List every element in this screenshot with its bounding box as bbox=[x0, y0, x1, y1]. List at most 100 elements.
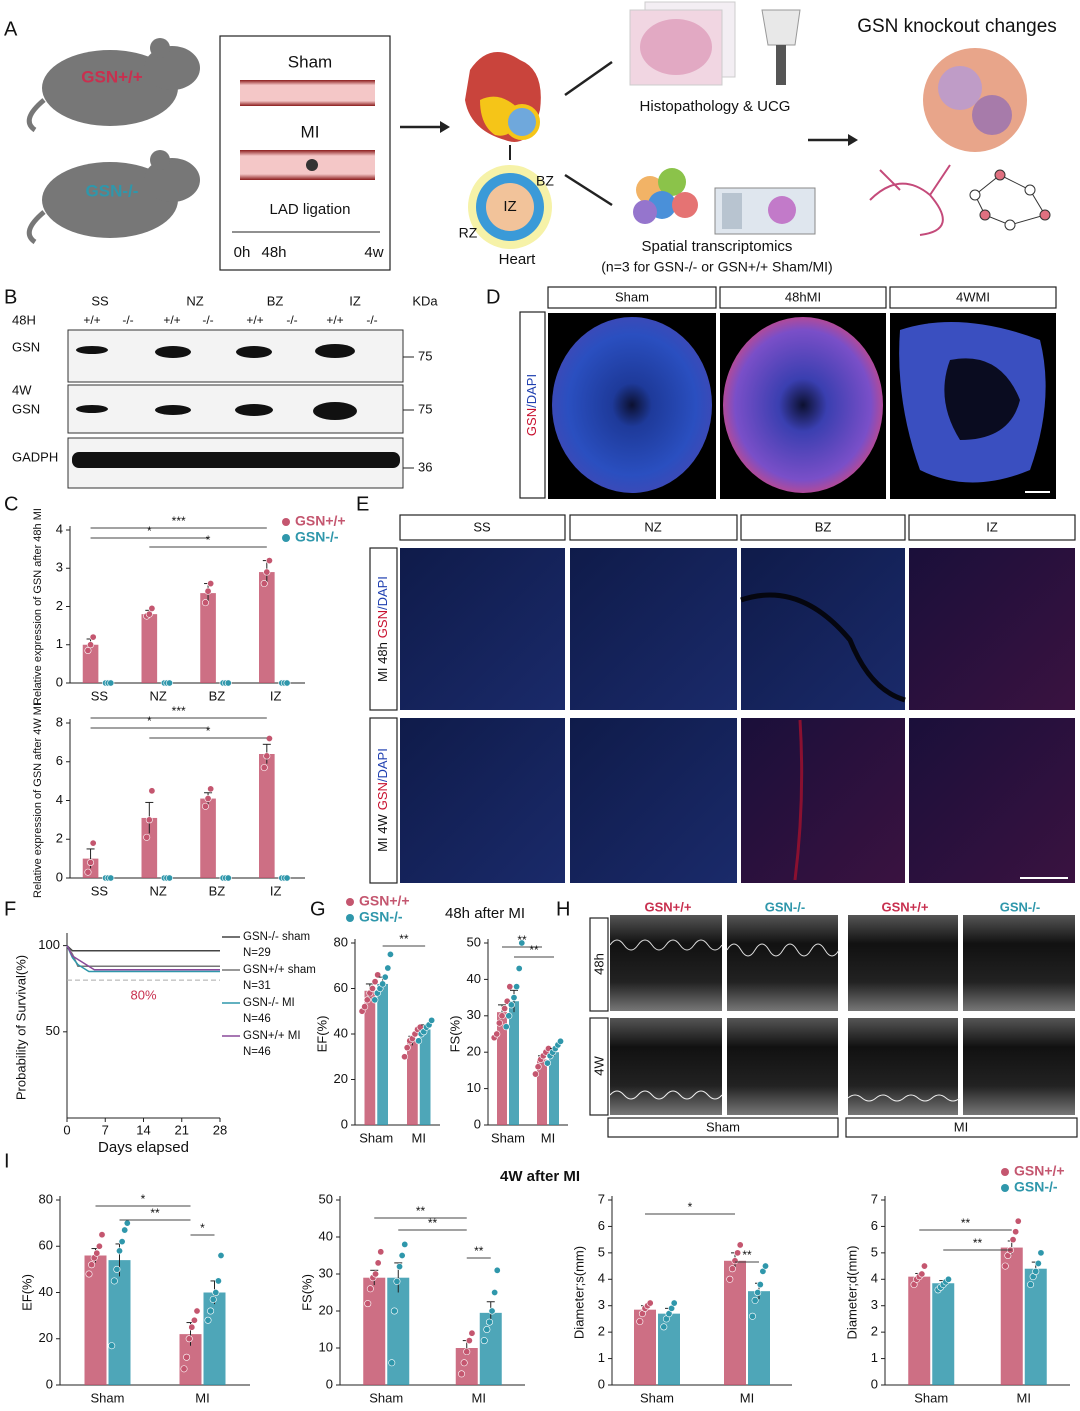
column-header bbox=[399, 514, 566, 541]
data-point bbox=[460, 1359, 468, 1367]
data-point bbox=[761, 1262, 769, 1270]
legend-count: N=31 bbox=[243, 980, 271, 992]
data-point bbox=[507, 1001, 515, 1009]
data-point bbox=[401, 1240, 409, 1248]
data-point bbox=[201, 802, 209, 810]
significance-label: * bbox=[200, 1221, 205, 1235]
y-tick-label: 40 bbox=[334, 1025, 348, 1040]
data-point bbox=[518, 939, 526, 947]
data-point bbox=[224, 679, 232, 687]
y-axis-label: EF(%) bbox=[314, 1016, 329, 1053]
data-point bbox=[207, 1307, 215, 1315]
y-axis-label: Relative expression of GSN after 4W MI bbox=[32, 703, 44, 898]
significance-label: ** bbox=[428, 1216, 438, 1230]
x-tick-label: SS bbox=[91, 688, 109, 703]
legend-label: GSN-/- sham bbox=[243, 931, 310, 943]
legend-count: N=46 bbox=[243, 1013, 271, 1025]
heart-section bbox=[944, 358, 1020, 440]
row-label: MI 48h GSN/DAPI bbox=[375, 576, 390, 682]
y-tick-label: 1 bbox=[871, 1350, 878, 1365]
data-point bbox=[1037, 1249, 1045, 1257]
heart-section bbox=[552, 317, 712, 493]
blot bbox=[67, 329, 404, 383]
x-tick-label: Sham bbox=[640, 1390, 674, 1405]
significance-label: ** bbox=[150, 1206, 160, 1220]
network bbox=[969, 169, 1051, 231]
data-point bbox=[217, 1252, 225, 1260]
data-point bbox=[646, 1299, 654, 1307]
time-label: 48H bbox=[12, 312, 36, 327]
legend-label: GSN+/+ MI bbox=[243, 1030, 301, 1042]
bar bbox=[1000, 1247, 1023, 1385]
y-tick-label: 60 bbox=[39, 1238, 53, 1253]
x-tick-label: Sham bbox=[491, 1130, 525, 1145]
genotype-label: -/- bbox=[366, 313, 377, 327]
data-point bbox=[728, 1265, 736, 1273]
data-point bbox=[145, 610, 153, 618]
data-point bbox=[493, 1266, 501, 1274]
procedure-label: LAD ligation bbox=[270, 201, 351, 218]
column-label: IZ bbox=[986, 519, 998, 534]
arrow bbox=[564, 173, 613, 207]
significance-label: ** bbox=[416, 1204, 426, 1218]
bar bbox=[387, 1277, 410, 1385]
data-point bbox=[85, 1270, 93, 1278]
x-tick-label: MI bbox=[195, 1390, 209, 1405]
legend-marker bbox=[1001, 1184, 1009, 1192]
y-tick-label: 10 bbox=[319, 1339, 333, 1354]
panel-label: H bbox=[556, 898, 570, 920]
column-header bbox=[569, 514, 738, 541]
x-tick-label: Sham bbox=[359, 1130, 393, 1145]
y-tick-label: 4 bbox=[56, 792, 63, 807]
data-point bbox=[180, 1365, 188, 1373]
mouse bbox=[26, 38, 200, 133]
data-point bbox=[84, 646, 92, 654]
data-point bbox=[670, 1299, 678, 1307]
legend-label: GSN-/- bbox=[359, 909, 403, 925]
knockout-spots bbox=[972, 95, 1012, 135]
column-label: BZ bbox=[815, 519, 832, 534]
data-point bbox=[515, 964, 523, 972]
protein-label: GADPH bbox=[12, 449, 58, 464]
reference-label: 80% bbox=[130, 988, 156, 1003]
data-point bbox=[1014, 1217, 1022, 1225]
data-point bbox=[736, 1241, 744, 1249]
column-header bbox=[908, 514, 1076, 541]
legend-label: GSN+/+ bbox=[1014, 1163, 1065, 1179]
x-tick-label: 7 bbox=[102, 1122, 109, 1137]
kda-label: 36 bbox=[418, 459, 432, 474]
y-axis-label: FS(%) bbox=[299, 1274, 314, 1311]
zone-label: IZ bbox=[503, 198, 516, 215]
knockout-spots bbox=[938, 66, 982, 110]
bar bbox=[509, 1001, 519, 1125]
y-tick-label: 4 bbox=[598, 1271, 605, 1286]
y-tick-label: 30 bbox=[467, 1007, 481, 1022]
column-header bbox=[740, 514, 906, 541]
bar bbox=[1024, 1268, 1047, 1385]
data-point bbox=[754, 1289, 762, 1297]
method-note: (n=3 for GSN-/- or GSN+/+ Sham/MI) bbox=[601, 259, 832, 275]
survival-line bbox=[66, 945, 220, 968]
data-point bbox=[403, 1044, 411, 1052]
y-tick-label: 2 bbox=[871, 1324, 878, 1339]
row-text: MI 4W bbox=[375, 814, 390, 852]
y-axis-label: EF(%) bbox=[19, 1274, 34, 1311]
y-tick-label: 0 bbox=[871, 1376, 878, 1391]
data-point bbox=[731, 1257, 739, 1265]
data-point bbox=[283, 679, 291, 687]
legend-marker bbox=[1001, 1168, 1009, 1176]
data-point bbox=[1009, 1236, 1017, 1244]
data-point bbox=[98, 1231, 106, 1239]
data-point bbox=[95, 1242, 103, 1250]
data-point bbox=[185, 1335, 193, 1343]
y-axis-label: Relative expression of GSN after 48h MI bbox=[32, 508, 44, 705]
x-tick-label: Sham bbox=[369, 1390, 403, 1405]
significance-label: * bbox=[688, 1200, 693, 1214]
data-point bbox=[506, 983, 514, 991]
bar bbox=[203, 1292, 226, 1385]
data-point bbox=[531, 1070, 539, 1078]
method-label: Histopathology & UCG bbox=[640, 98, 791, 115]
y-tick-label: 60 bbox=[334, 980, 348, 995]
data-point bbox=[123, 1219, 131, 1227]
y-tick-label: 6 bbox=[56, 753, 63, 768]
